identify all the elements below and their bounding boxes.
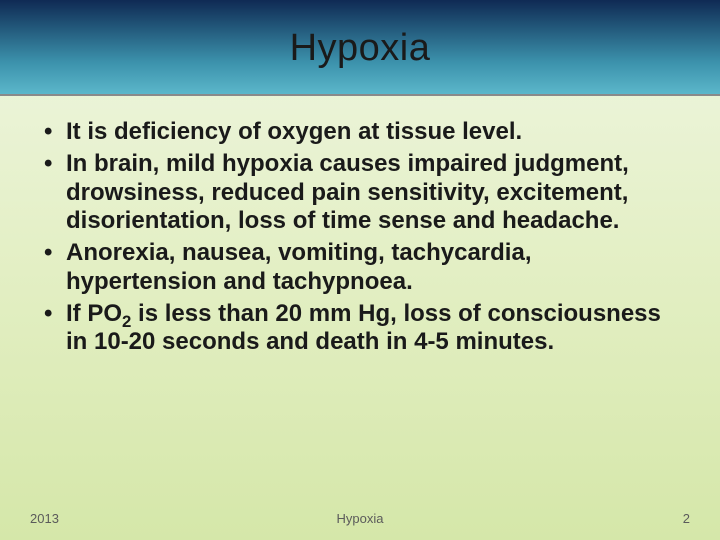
- footer: 2013 Hypoxia 2: [0, 511, 720, 526]
- footer-left: 2013: [30, 511, 59, 526]
- title-bar: Hypoxia: [0, 0, 720, 96]
- bullet-list: It is deficiency of oxygen at tissue lev…: [40, 118, 680, 357]
- bullet-text-prefix: If PO: [66, 300, 122, 327]
- slide-title: Hypoxia: [290, 27, 431, 70]
- footer-right: 2: [683, 511, 690, 526]
- bullet-item: Anorexia, nausea, vomiting, tachycardia,…: [40, 239, 680, 296]
- bullet-item: It is deficiency of oxygen at tissue lev…: [40, 118, 680, 146]
- bullet-text-suffix: is less than 20 mm Hg, loss of conscious…: [66, 300, 661, 355]
- bullet-item: In brain, mild hypoxia causes impaired j…: [40, 150, 680, 235]
- footer-center: Hypoxia: [337, 511, 384, 526]
- bullet-item: If PO2 is less than 20 mm Hg, loss of co…: [40, 300, 680, 357]
- content-area: It is deficiency of oxygen at tissue lev…: [0, 96, 720, 357]
